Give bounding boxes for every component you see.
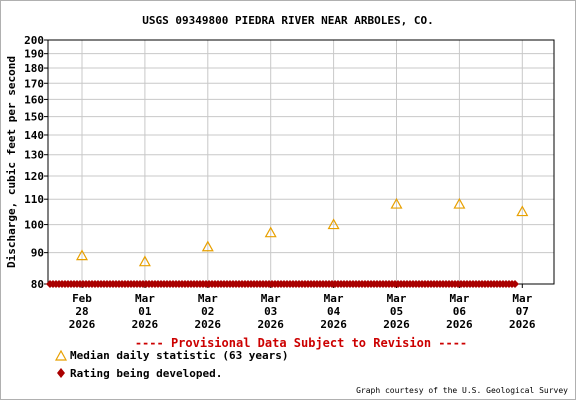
legend-rating-label: Rating being developed. (70, 367, 222, 380)
y-tick-label: 120 (24, 170, 44, 183)
x-tick-label: 05 (390, 305, 403, 318)
x-tick-label: 2026 (132, 318, 159, 331)
rating-diamond-marker (511, 280, 519, 288)
y-tick-label: 140 (24, 129, 44, 142)
x-tick-label: Mar (324, 292, 344, 305)
x-tick-label: 02 (201, 305, 214, 318)
x-tick-label: 03 (264, 305, 277, 318)
y-axis-label: Discharge, cubic feet per second (5, 56, 18, 268)
median-triangle-marker (138, 255, 151, 267)
median-triangle-marker (453, 197, 466, 209)
y-tick-label: 200 (24, 34, 44, 47)
y-tick-label: 190 (24, 48, 44, 61)
x-tick-label: Feb (72, 292, 92, 305)
median-series (75, 197, 529, 267)
median-triangle-marker (201, 240, 214, 252)
y-tick-label: 150 (24, 111, 44, 124)
x-tick-label: 01 (138, 305, 152, 318)
x-tick-label: 28 (75, 305, 88, 318)
y-tick-label: 160 (24, 93, 44, 106)
legend: Median daily statistic (63 years) Rating… (54, 349, 289, 380)
x-tick-label: 06 (453, 305, 467, 318)
legend-diamond-icon (57, 368, 65, 378)
rating-series (46, 280, 519, 288)
credit-text: Graph courtesy of the U.S. Geological Su… (356, 386, 568, 395)
x-tick-label: 2026 (383, 318, 410, 331)
x-tick-label: 2026 (69, 318, 96, 331)
provisional-notice: ---- Provisional Data Subject to Revisio… (135, 336, 467, 350)
y-tick-label: 80 (31, 278, 44, 291)
x-tick-label: Mar (135, 292, 155, 305)
y-tick-label: 110 (24, 193, 44, 206)
x-tick-label: Mar (387, 292, 407, 305)
x-tick-label: 2026 (320, 318, 347, 331)
x-tick-label: 2026 (195, 318, 222, 331)
median-triangle-marker (327, 218, 340, 230)
chart-grid (48, 39, 554, 285)
median-triangle-marker (516, 205, 529, 217)
x-tick-label: Mar (198, 292, 218, 305)
legend-median-label: Median daily statistic (63 years) (70, 349, 289, 362)
x-tick-label: 2026 (509, 318, 536, 331)
x-tick-label: Mar (261, 292, 281, 305)
x-tick-label: 2026 (446, 318, 473, 331)
legend-triangle-icon (54, 349, 68, 361)
y-tick-label: 180 (24, 62, 44, 75)
x-tick-label: Mar (449, 292, 469, 305)
median-triangle-marker (75, 249, 89, 261)
y-tick-label: 130 (24, 149, 44, 162)
x-tick-label: 2026 (257, 318, 284, 331)
x-tick-label: Mar (512, 292, 532, 305)
plot-area-border (47, 39, 555, 285)
y-tick-label: 100 (24, 219, 44, 232)
x-tick-label: 07 (516, 305, 529, 318)
chart-title: USGS 09349800 PIEDRA RIVER NEAR ARBOLES,… (142, 14, 433, 27)
x-tick-label: 04 (327, 305, 341, 318)
x-axis-ticks: Feb282026Mar012026Mar022026Mar032026Mar0… (69, 284, 536, 331)
y-tick-label: 170 (24, 77, 44, 90)
y-tick-label: 90 (31, 247, 44, 260)
median-triangle-marker (390, 197, 403, 209)
median-triangle-marker (264, 226, 277, 238)
